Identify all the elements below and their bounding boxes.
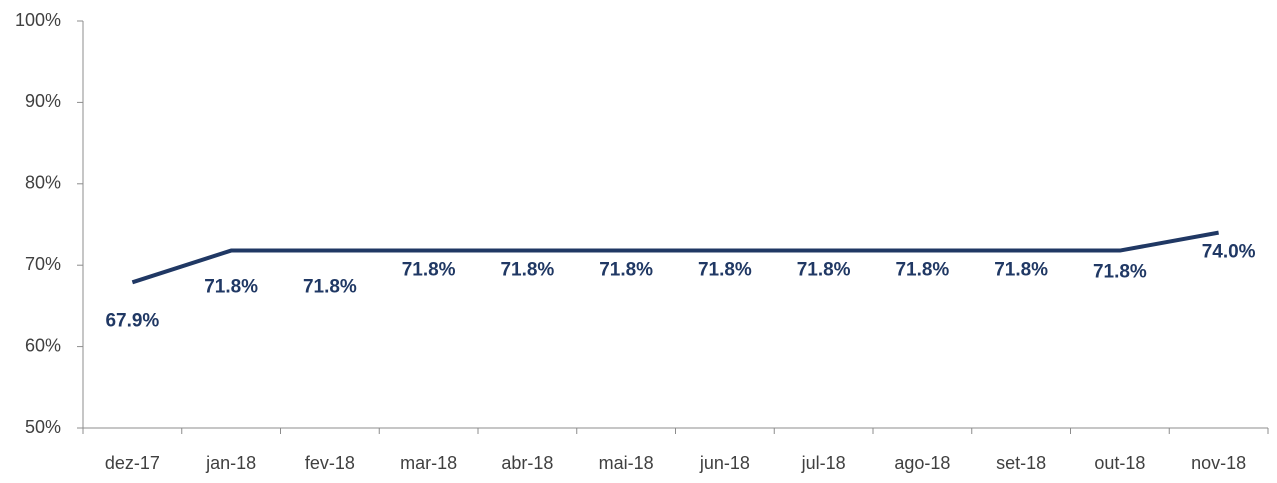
- x-tick-label: mar-18: [400, 453, 457, 473]
- data-label: 71.8%: [1093, 262, 1147, 283]
- x-tick-label: nov-18: [1191, 453, 1246, 473]
- data-label: 71.8%: [402, 260, 456, 281]
- data-label: 71.8%: [500, 260, 554, 281]
- y-tick-label: 60%: [25, 335, 61, 355]
- data-label: 74.0%: [1202, 242, 1256, 263]
- x-tick-label: jan-18: [205, 453, 256, 473]
- x-tick-label: out-18: [1094, 453, 1145, 473]
- data-label: 67.9%: [105, 310, 159, 331]
- x-tick-label: fev-18: [305, 453, 355, 473]
- y-tick-label: 50%: [25, 417, 61, 437]
- line: [131, 230, 1219, 285]
- y-tick-label: 80%: [25, 173, 61, 193]
- y-tick-label: 100%: [15, 10, 61, 30]
- y-tick-label: 70%: [25, 254, 61, 274]
- x-tick-label: abr-18: [501, 453, 553, 473]
- y-tick-label: 90%: [25, 91, 61, 111]
- data-label: 71.8%: [994, 260, 1048, 281]
- data-label: 71.8%: [797, 260, 851, 281]
- data-label: 71.8%: [895, 260, 949, 281]
- x-tick-label: jun-18: [699, 453, 750, 473]
- data-label: 71.8%: [303, 277, 357, 298]
- data-label: 71.8%: [204, 277, 258, 298]
- data-label: 71.8%: [698, 260, 752, 281]
- x-tick-label: jul-18: [801, 453, 846, 473]
- data-label: 71.8%: [599, 260, 653, 281]
- x-tick-label: mai-18: [599, 453, 654, 473]
- x-tick-label: ago-18: [894, 453, 950, 473]
- x-tick-label: dez-17: [105, 453, 160, 473]
- x-tick-label: set-18: [996, 453, 1046, 473]
